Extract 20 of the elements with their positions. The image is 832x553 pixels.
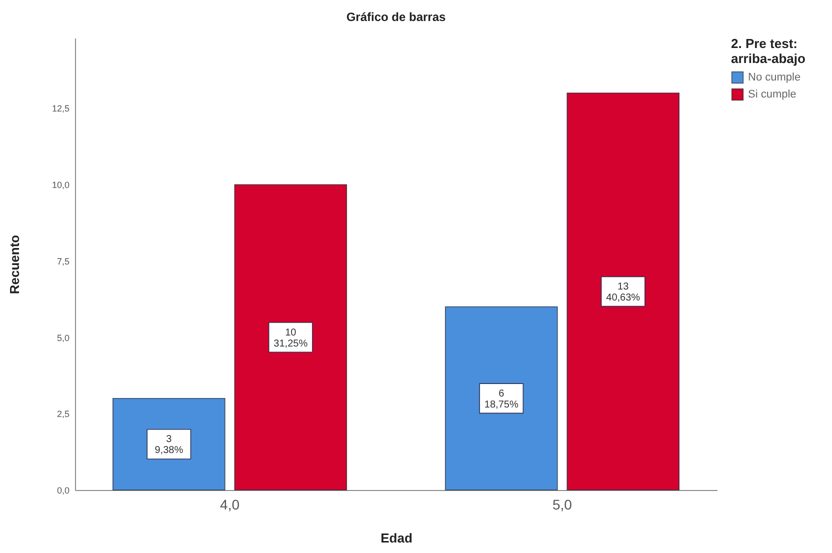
chart-title: Gráfico de barras (346, 10, 446, 24)
y-tick-label: 2,5 (56, 409, 70, 420)
y-tick-label: 10,0 (52, 180, 70, 190)
legend-label: No cumple (748, 72, 801, 84)
data-label: 10 31,25% (274, 327, 308, 350)
legend-title: 2. Pre test: arriba-abajo (731, 36, 806, 66)
y-axis-title: Recuento (6, 234, 22, 294)
y-tick-label: 12,5 (52, 104, 70, 114)
data-label: 3 9,38% (154, 434, 184, 456)
y-tick-label: 5,0 (56, 332, 70, 343)
data-label: 13 40,63% (606, 281, 640, 304)
x-tick-label: 4,0 (220, 496, 240, 512)
y-tick-label: 7,5 (56, 256, 70, 266)
bar (566, 92, 680, 490)
legend-label: Si cumple (748, 88, 796, 100)
bar (444, 306, 558, 490)
x-axis-title: Edad (380, 530, 412, 546)
y-tick-label: 0,0 (56, 486, 70, 496)
bar (234, 184, 348, 490)
data-label: 6 18,75% (484, 388, 518, 410)
